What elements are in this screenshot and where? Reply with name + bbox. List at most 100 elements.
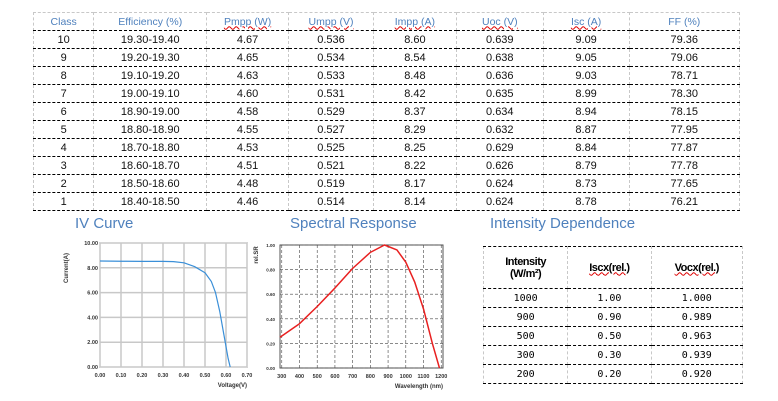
x-axis-label: Voltage(V) — [218, 383, 247, 389]
spectral-response-title: Spectral Response — [290, 215, 417, 232]
x-tick-label: 0.50 — [200, 373, 211, 379]
table-cell: 0.638 — [455, 48, 544, 67]
table-cell: 18.50-18.60 — [93, 174, 208, 193]
x-tick-label: 600 — [330, 374, 339, 380]
column-header: Isc (A) — [542, 12, 630, 31]
table-cell: 8.87 — [542, 120, 630, 139]
table-row: 1 18.40-18.50 4.46 0.514 8.14 0.624 8.78 76.21 — [32, 192, 740, 211]
table-cell: 4.63 — [206, 66, 290, 85]
table-cell: 4.53 — [206, 138, 290, 157]
table-cell: 0.529 — [288, 102, 374, 121]
table-cell: 4.58 — [206, 102, 290, 121]
table-cell: 0.536 — [288, 30, 374, 49]
column-header: FF (%) — [628, 12, 740, 31]
table-cell: 77.87 — [628, 138, 740, 157]
x-tick-label: 900 — [383, 374, 392, 380]
intensity-dependence-title: Intensity Dependence — [490, 215, 636, 232]
table-cell: 9.09 — [542, 30, 630, 49]
table-cell: 0.533 — [288, 66, 374, 85]
table-row: 1000 1.00 1.000 — [482, 288, 744, 308]
table-cell: 6 — [32, 102, 95, 121]
table-row: 9 19.20-19.30 4.65 0.534 8.54 0.638 9.05 79.06 — [32, 48, 740, 67]
table-cell: 8.25 — [372, 138, 457, 157]
table-cell: 8.17 — [372, 174, 457, 193]
x-tick-label: 0.60 — [221, 373, 232, 379]
table-cell: 8.73 — [542, 174, 630, 193]
table-cell: 8.79 — [542, 156, 630, 175]
table-cell: 4.67 — [206, 30, 290, 49]
y-tick-label: 0.60 — [266, 292, 275, 297]
plot-area — [279, 244, 444, 369]
table-cell: 77.65 — [628, 174, 740, 193]
table-cell: 8.60 — [372, 30, 457, 49]
table-cell: 300 — [482, 345, 569, 365]
table-cell: 0.90 — [567, 307, 652, 327]
x-axis-label: Wavelength (nm) — [395, 384, 443, 390]
cell-class-table: Class Efficiency (%) Pmpp (W) Umpp (V) Impp … — [32, 12, 740, 211]
table-row: 7 19.00-19.10 4.60 0.531 8.42 0.635 8.99 78.30 — [32, 84, 740, 103]
table-cell: 8.94 — [542, 102, 630, 121]
table-cell: 0.963 — [650, 326, 744, 346]
table-cell: 19.30-19.40 — [93, 30, 208, 49]
table-cell: 4.60 — [206, 84, 290, 103]
table-cell: 5 — [32, 120, 95, 139]
column-header: Uoc (V) — [455, 12, 544, 31]
table-cell: 9 — [32, 48, 95, 67]
table-row: 300 0.30 0.939 — [482, 345, 744, 365]
y-tick-label: 6.00 — [87, 291, 98, 297]
y-tick-label: 4.00 — [87, 315, 98, 321]
table-cell: 8.78 — [542, 192, 630, 211]
table-cell: 0.624 — [455, 192, 544, 211]
table-cell: 9.03 — [542, 66, 630, 85]
data-series-line — [279, 244, 441, 369]
table-cell: 7 — [32, 84, 95, 103]
table-cell: 0.634 — [455, 102, 544, 121]
table-cell: 18.60-18.70 — [93, 156, 208, 175]
table-cell: 18.70-18.80 — [93, 138, 208, 157]
table-cell: 500 — [482, 326, 569, 346]
table-cell: 0.639 — [455, 30, 544, 49]
table-row: 2 18.50-18.60 4.48 0.519 8.17 0.624 8.73 77.65 — [32, 174, 740, 193]
table-row: 4 18.70-18.80 4.53 0.525 8.25 0.629 8.84 77.87 — [32, 138, 740, 157]
column-header: Class — [32, 12, 95, 31]
column-header: Pmpp (W) — [206, 12, 290, 31]
x-tick-label: 800 — [366, 374, 375, 380]
table-cell: 18.40-18.50 — [93, 192, 208, 211]
table-cell: 4.46 — [206, 192, 290, 211]
x-tick-label: 0.20 — [137, 373, 148, 379]
table-cell: 18.80-18.90 — [93, 120, 208, 139]
y-tick-label: 1.00 — [266, 243, 275, 248]
table-cell: 0.514 — [288, 192, 374, 211]
y-tick-label: 0.00 — [266, 366, 275, 371]
table-cell: 19.00-19.10 — [93, 84, 208, 103]
y-tick-label: 0.00 — [87, 365, 98, 371]
table-cell: 0.632 — [455, 120, 544, 139]
x-tick-label: 0.70 — [242, 373, 253, 379]
table-cell: 0.636 — [455, 66, 544, 85]
table-cell: 8 — [32, 66, 95, 85]
x-tick-label: 0.30 — [158, 373, 169, 379]
table-cell: 79.36 — [628, 30, 740, 49]
table-cell: 4.51 — [206, 156, 290, 175]
table-cell: 9.05 — [542, 48, 630, 67]
table-cell: 0.521 — [288, 156, 374, 175]
table-cell: 0.525 — [288, 138, 374, 157]
column-header: Umpp (V) — [288, 12, 374, 31]
vocx-header: Vocx(rel.) — [650, 246, 744, 289]
table-row: 6 18.90-19.00 4.58 0.529 8.37 0.634 8.94 78.15 — [32, 102, 740, 121]
data-series-line — [99, 260, 231, 368]
x-tick-label: 700 — [348, 374, 357, 380]
table-cell: 4.65 — [206, 48, 290, 67]
table-cell: 76.21 — [628, 192, 740, 211]
x-tick-label: 400 — [295, 374, 304, 380]
table-cell: 0.629 — [455, 138, 544, 157]
table-cell: 0.635 — [455, 84, 544, 103]
table-cell: 0.939 — [650, 345, 744, 365]
table-cell: 10 — [32, 30, 95, 49]
table-cell: 8.84 — [542, 138, 630, 157]
column-header: Impp (A) — [372, 12, 457, 31]
table-cell: 79.06 — [628, 48, 740, 67]
table-cell: 8.42 — [372, 84, 457, 103]
table-row: 900 0.90 0.989 — [482, 307, 744, 327]
table-cell: 4.48 — [206, 174, 290, 193]
